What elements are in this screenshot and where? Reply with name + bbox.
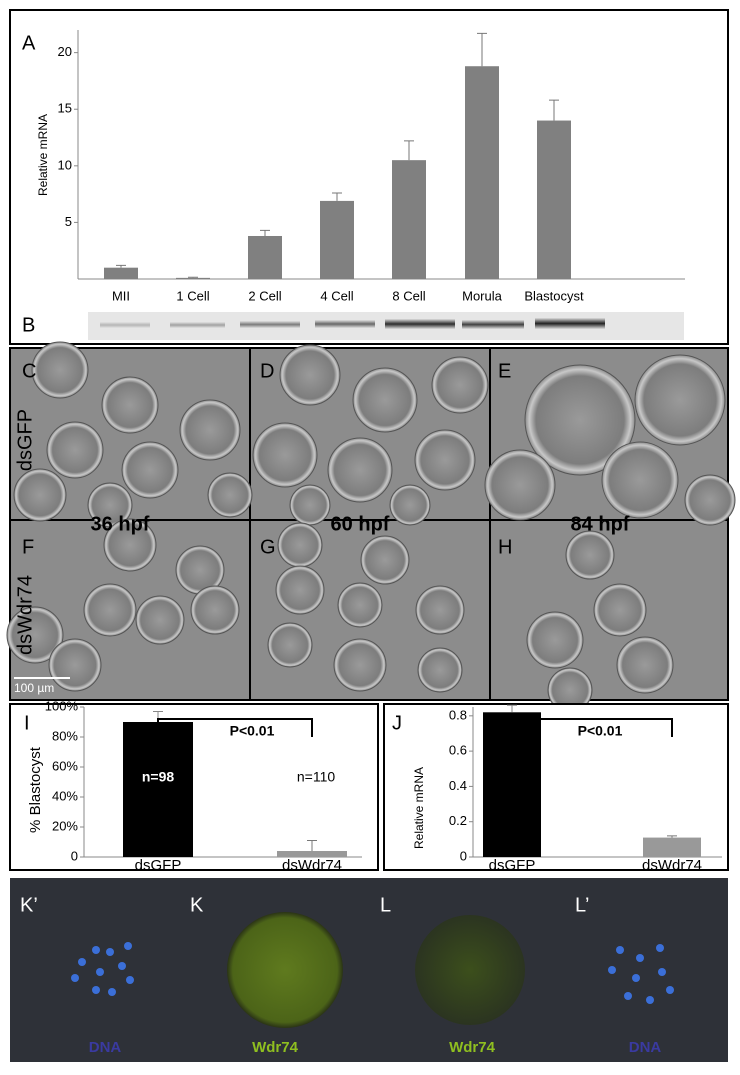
y-tick-label: 5 <box>65 214 72 229</box>
panel-frame <box>9 9 729 345</box>
x-tick-label: dsGFP <box>489 857 536 874</box>
y-tick-label: 20% <box>52 818 78 833</box>
nuclei <box>71 942 674 1004</box>
y-tick-label: 0 <box>460 848 467 863</box>
error-bar <box>188 276 198 278</box>
x-tick-label: 2 Cell <box>248 288 281 303</box>
y-tick-label: 40% <box>52 788 78 803</box>
time-label: 60 hpf <box>331 513 390 535</box>
x-tick-label: dsGFP <box>135 857 182 874</box>
error-bar <box>507 704 517 713</box>
y-tick-label: 20 <box>58 44 72 59</box>
y-tick-label: 0.8 <box>449 707 467 722</box>
panel-label: B <box>22 314 35 336</box>
x-tick-label: 4 Cell <box>320 288 353 303</box>
error-bar <box>477 32 487 67</box>
panel-label: H <box>498 536 512 558</box>
panel-label: K <box>190 894 204 916</box>
stain-label: Wdr74 <box>252 1039 299 1056</box>
stain-label: Wdr74 <box>449 1039 496 1056</box>
annotation: P<0.01 <box>578 723 623 739</box>
stain-label: DNA <box>629 1039 662 1056</box>
annotation: P<0.01 <box>230 723 275 739</box>
annotation: n=98 <box>142 769 175 785</box>
bar <box>104 267 138 279</box>
y-tick-label: 0 <box>71 848 78 863</box>
bar <box>176 277 210 279</box>
y-tick-label: 15 <box>58 101 72 116</box>
y-tick-label: 0.2 <box>449 813 467 828</box>
panel-label: E <box>498 360 511 382</box>
panel-label: L’ <box>575 894 589 916</box>
y-tick-label: 10 <box>58 157 72 172</box>
panel-label: F <box>22 536 34 558</box>
embryo <box>227 912 343 1028</box>
x-tick-label: 1 Cell <box>176 288 209 303</box>
error-bar <box>404 140 414 161</box>
panel-frame <box>9 703 379 871</box>
error-bar <box>332 192 342 201</box>
micrographs <box>6 341 736 713</box>
fluorescence-panel <box>10 878 728 1062</box>
y-tick-label: 100% <box>45 698 79 713</box>
y-tick-label: 0.4 <box>449 778 467 793</box>
x-tick-label: Blastocyst <box>524 288 584 303</box>
x-tick-label: dsWdr74 <box>282 857 342 874</box>
significance-bracket <box>157 718 313 737</box>
scale-label: 100 µm <box>14 681 54 695</box>
panel-label: L <box>380 894 391 916</box>
x-tick-label: 8 Cell <box>392 288 425 303</box>
panel-label: G <box>260 536 276 558</box>
row-label: dsWdr74 <box>14 575 36 655</box>
bar <box>537 120 571 279</box>
y-axis-label: % Blastocyst <box>27 746 44 833</box>
bar <box>643 837 701 857</box>
bar <box>465 66 499 279</box>
panel-label: J <box>392 712 402 734</box>
y-tick-label: 80% <box>52 728 78 743</box>
y-axis-label: Relative mRNA <box>412 767 426 849</box>
error-bar <box>549 99 559 121</box>
y-axis-label: Relative mRNA <box>36 114 50 196</box>
significance-bracket <box>511 718 673 737</box>
panel-label: C <box>22 360 36 382</box>
row-label: dsGFP <box>14 409 36 471</box>
bar <box>392 160 426 279</box>
bar <box>320 200 354 279</box>
panel-label: K’ <box>20 894 38 916</box>
panel-label: A <box>22 32 36 54</box>
stain-label: DNA <box>89 1039 122 1056</box>
annotation: n=110 <box>297 769 335 785</box>
x-tick-label: MII <box>112 288 130 303</box>
bar <box>277 851 347 857</box>
x-tick-label: dsWdr74 <box>642 857 702 874</box>
error-bar <box>667 835 677 838</box>
bar <box>123 722 193 857</box>
bar <box>248 235 282 279</box>
x-tick-label: Morula <box>462 288 503 303</box>
time-label: 84 hpf <box>571 513 630 535</box>
time-label: 36 hpf <box>91 513 150 535</box>
y-tick-label: 0.6 <box>449 743 467 758</box>
error-bar <box>307 840 317 851</box>
error-bar <box>116 264 126 268</box>
gel <box>88 312 684 340</box>
embryo <box>415 915 525 1025</box>
y-tick-label: 60% <box>52 758 78 773</box>
error-bar <box>260 229 270 236</box>
panel-label: I <box>24 712 30 734</box>
panel-label: D <box>260 360 274 382</box>
